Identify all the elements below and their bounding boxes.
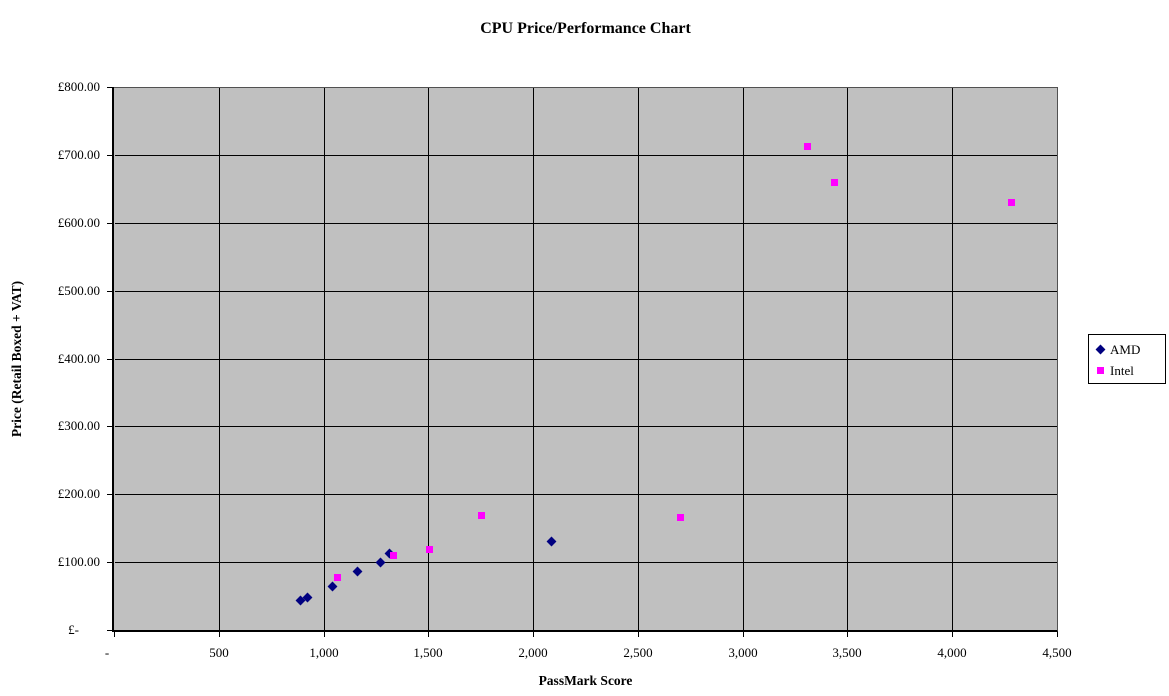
x-axis-tick [638,632,639,637]
x-axis-tick-label: 500 [209,645,229,660]
x-axis-tick [533,632,534,637]
legend: AMD Intel [1088,334,1166,384]
gridline-horizontal [115,562,1057,563]
data-point-intel [333,573,341,581]
y-axis-tick [107,155,114,156]
legend-item-intel: Intel [1097,360,1163,381]
data-point-intel [831,178,839,186]
y-axis-tick [107,359,114,360]
y-axis-tick [107,87,114,88]
x-axis-tick-label: 4,000 [937,645,967,660]
gridline-horizontal [115,155,1057,156]
gridline-horizontal [115,359,1057,360]
data-point-intel [1008,198,1016,206]
x-axis-tick-label: 3,000 [728,645,758,660]
x-axis-tick-label: - [104,645,110,660]
y-axis-tick [107,426,114,427]
legend-label-intel: Intel [1110,363,1134,378]
gridline-horizontal [115,291,1057,292]
gridline-horizontal [115,426,1057,427]
data-point-intel [677,513,685,521]
x-axis-tick-label: 2,000 [518,645,548,660]
data-point-intel [390,551,398,559]
amd-diamond-marker-icon [1095,344,1106,355]
x-axis-tick [743,632,744,637]
chart-title: CPU Price/Performance Chart [480,20,691,37]
y-axis-tick-label: £200.00 [57,486,100,501]
y-axis-tick-label: £600.00 [57,215,100,230]
data-point-intel [425,546,433,554]
x-axis-tick-label: 3,500 [832,645,862,660]
y-axis-title-text: Price (Retail Boxed + VAT) [9,280,25,437]
x-axis-tick [1057,632,1058,637]
y-axis-tick [107,630,114,631]
x-axis-tick [952,632,953,637]
y-axis-tick-label: £300.00 [57,418,100,433]
y-axis-tick-label: £700.00 [57,147,100,162]
x-axis-tick [219,632,220,637]
x-axis-tick [847,632,848,637]
gridline-horizontal [115,494,1057,495]
x-axis-title: PassMark Score [538,673,633,688]
x-axis-tick [324,632,325,637]
legend-item-amd: AMD [1095,339,1163,360]
y-axis-tick [107,223,114,224]
y-axis-tick-label: £100.00 [57,554,100,569]
data-point-intel [478,512,486,520]
x-axis-tick-label: 2,500 [623,645,653,660]
intel-square-marker-icon [1097,367,1104,374]
y-axis-tick-label: £- [68,622,79,637]
x-axis-tick [114,632,115,637]
y-axis-tick-label: £800.00 [57,79,100,94]
legend-label-amd: AMD [1110,342,1141,357]
y-axis-tick-label: £500.00 [57,283,100,298]
y-axis-tick [107,562,114,563]
y-axis-tick [107,494,114,495]
y-axis-tick-label: £400.00 [57,351,100,366]
x-axis-tick [428,632,429,637]
gridline-horizontal [115,223,1057,224]
x-axis-tick-label: 1,000 [309,645,339,660]
x-axis-tick-label: 4,500 [1042,645,1072,660]
x-axis-tick-label: 1,500 [413,645,443,660]
y-axis-tick [107,291,114,292]
data-point-intel [804,143,812,151]
